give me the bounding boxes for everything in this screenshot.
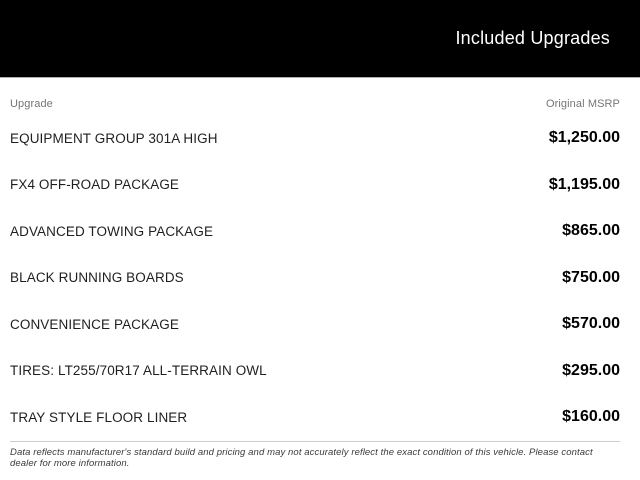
upgrade-price: $160.00 (562, 408, 620, 426)
page-title: Included Upgrades (455, 28, 610, 48)
disclaimer-text: Data reflects manufacturer's standard bu… (10, 446, 593, 469)
upgrade-name: TRAY STYLE FLOOR LINER (10, 409, 188, 425)
upgrade-name: EQUIPMENT GROUP 301A HIGH (10, 130, 218, 146)
upgrade-price: $750.00 (562, 268, 620, 286)
upgrade-price: $295.00 (562, 361, 620, 379)
upgrade-price: $865.00 (562, 222, 620, 240)
table-row: BLACK RUNNING BOARDS $750.00 (10, 255, 620, 302)
upgrade-name: CONVENIENCE PACKAGE (10, 316, 179, 332)
table-row: ADVANCED TOWING PACKAGE $865.00 (10, 208, 620, 255)
table-row: TRAY STYLE FLOOR LINER $160.00 (10, 394, 620, 441)
disclaimer-footer: Data reflects manufacturer's standard bu… (10, 440, 620, 469)
upgrade-name: ADVANCED TOWING PACKAGE (10, 223, 214, 239)
included-upgrades-header: Included Upgrades (0, 0, 640, 78)
upgrade-price: $1,195.00 (548, 175, 620, 193)
column-header-original-msrp: Original MSRP (545, 98, 620, 110)
upgrade-price: $1,250.00 (548, 129, 620, 147)
upgrade-name: FX4 OFF-ROAD PACKAGE (10, 177, 180, 193)
upgrade-name: TIRES: LT255/70R17 ALL-TERRAIN OWL (10, 363, 267, 379)
upgrade-name: BLACK RUNNING BOARDS (10, 270, 184, 286)
table-row: CONVENIENCE PACKAGE $570.00 (10, 301, 620, 348)
table-row: FX4 OFF-ROAD PACKAGE $1,195.00 (10, 162, 620, 209)
table-rows: EQUIPMENT GROUP 301A HIGH $1,250.00 FX4 … (10, 115, 620, 441)
upgrades-table: Upgrade Original MSRP EQUIPMENT GROUP 30… (0, 78, 640, 441)
column-header-upgrade: Upgrade (10, 98, 53, 110)
table-column-header: Upgrade Original MSRP (10, 78, 620, 115)
table-row: TIRES: LT255/70R17 ALL-TERRAIN OWL $295.… (10, 348, 620, 395)
table-row: EQUIPMENT GROUP 301A HIGH $1,250.00 (10, 115, 620, 162)
upgrade-price: $570.00 (562, 315, 620, 333)
